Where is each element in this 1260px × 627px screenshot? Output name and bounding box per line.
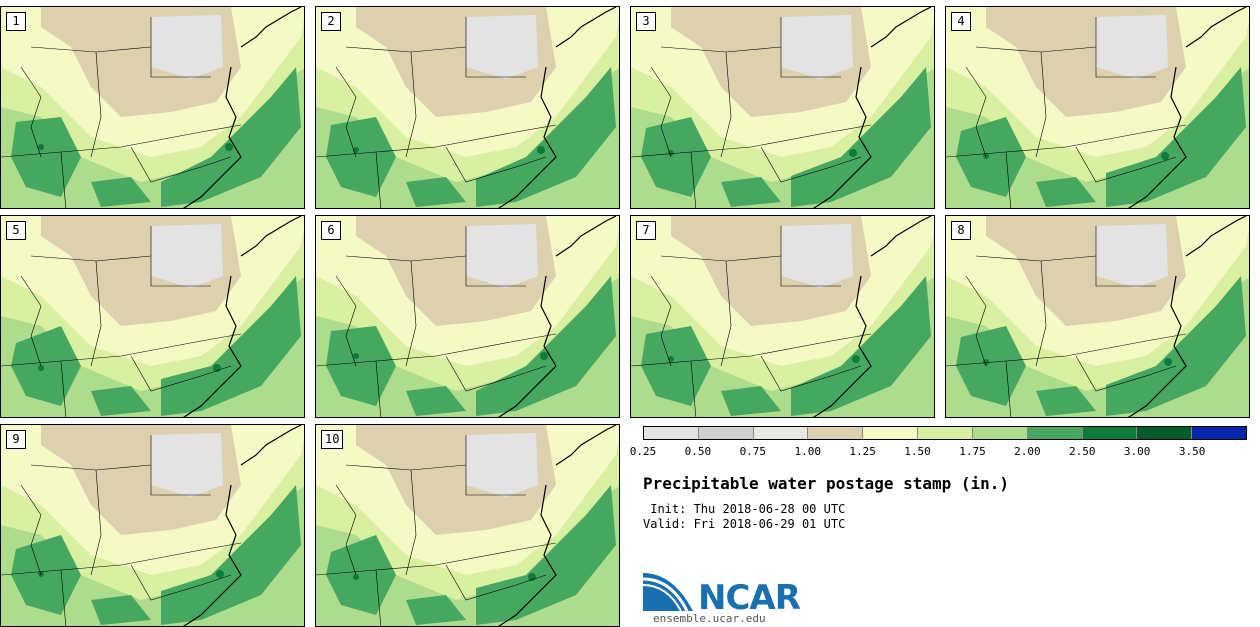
precip-water-map [1,216,304,417]
chart-title: Precipitable water postage stamp (in.) [643,474,1010,493]
member-number: 4 [951,12,971,31]
member-number: 1 [6,12,26,31]
legend-ticks: 0.25 0.50 0.75 1.00 1.25 1.50 1.75 2.00 2.50 3.00… [630,445,1247,459]
member-panel-3: 3 [630,6,935,209]
legend-tick-label: 1.00 [794,445,821,458]
precip-water-map [316,425,619,626]
color-legend [643,426,1247,440]
legend-swatch [862,427,918,439]
legend-tick-label: 2.00 [1014,445,1041,458]
legend-swatch [1136,427,1192,439]
legend-swatch [807,427,863,439]
member-number: 8 [951,221,971,240]
member-number: 5 [6,221,26,240]
legend-swatch [752,427,808,439]
website-url: ensemble.ucar.edu [653,612,766,625]
legend-swatch [697,427,753,439]
member-panel-9: 9 [0,424,305,627]
member-number: 6 [321,221,341,240]
legend-tick-label: 0.75 [739,445,767,458]
precip-water-map [946,7,1249,208]
member-panel-5: 5 [0,215,305,418]
precip-water-map [316,216,619,417]
member-number: 3 [636,12,656,31]
precip-water-map [1,7,304,208]
member-panel-6: 6 [315,215,620,418]
member-number: 2 [321,12,341,31]
legend-tick-label: 1.75 [959,445,986,458]
member-number: 9 [6,430,26,449]
precip-water-map [946,216,1249,417]
member-panel-1: 1 [0,6,305,209]
precip-water-map [631,7,934,208]
precip-water-map [1,425,304,626]
member-panel-8: 8 [945,215,1250,418]
member-panel-4: 4 [945,6,1250,209]
legend-tick-label: 0.50 [684,445,712,458]
legend-swatch [971,427,1027,439]
legend-swatch [917,427,972,439]
member-panel-7: 7 [630,215,935,418]
ncar-logo-icon [643,573,693,612]
legend-tick-label: 1.25 [849,445,876,458]
member-number: 7 [636,221,656,240]
member-panel-2: 2 [315,6,620,209]
ncar-logo-text: NCAR [698,578,801,618]
legend-swatch [1191,427,1246,439]
legend-swatch [1026,427,1082,439]
legend-tick-label: 3.50 [1178,445,1206,458]
legend-tick-label: 0.25 [629,445,657,458]
legend-tick-label: 3.00 [1123,445,1151,458]
member-number: 10 [321,430,344,449]
legend-swatch [1081,427,1137,439]
precip-water-map [631,216,934,417]
legend-tick-label: 2.50 [1069,445,1096,458]
precip-water-map [316,7,619,208]
member-panel-10: 10 [315,424,620,627]
legend-swatch [644,427,698,439]
init-time: Init: Thu 2018-06-28 00 UTC [643,502,846,516]
valid-time: Valid: Fri 2018-06-29 01 UTC [643,517,846,531]
legend-tick-label: 1.50 [904,445,931,458]
